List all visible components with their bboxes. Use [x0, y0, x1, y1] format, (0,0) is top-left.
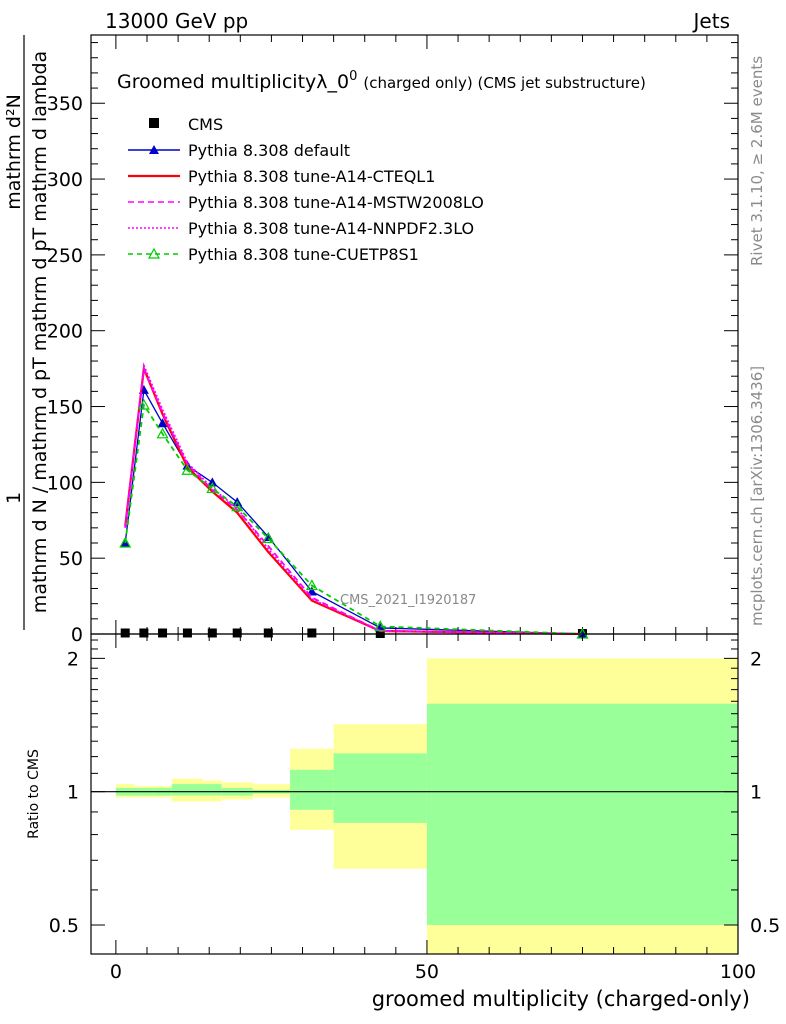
side-rivet-label: Rivet 3.1.10, ≥ 2.6M events: [748, 56, 766, 266]
cms-data-point: [307, 628, 317, 638]
cms-data-point: [120, 628, 130, 638]
legend-label-2: Pythia 8.308 tune-A14-CTEQL1: [188, 167, 435, 186]
ratio-band-inner-9: [426, 703, 738, 925]
y-tick-label: 100: [47, 472, 83, 494]
chart-title-main: Groomed multiplicityλ_0: [117, 71, 349, 93]
ratio-band-inner-8: [333, 753, 427, 823]
ratio-y-tick-label: 1: [67, 782, 79, 804]
legend-label-5: Pythia 8.308 tune-CUETP8S1: [188, 245, 419, 264]
main-panel-ticks: 0 50 100 150 200 250 300 350: [47, 35, 739, 646]
watermark: CMS_2021_I1920187: [340, 593, 476, 608]
series-line-1: [124, 387, 583, 635]
legend-label-1: Pythia 8.308 default: [188, 141, 350, 160]
y-tick-label: 250: [47, 245, 83, 267]
marker-triangle: [207, 477, 218, 487]
y-tick-label: 150: [47, 397, 83, 419]
ratio-y-tick-label: 2: [67, 648, 79, 670]
x-axis-title: groomed multiplicity (charged-only): [372, 987, 750, 1011]
marker-open-triangle: [305, 579, 318, 591]
legend: CMS Pythia 8.308 default Pythia 8.308 tune…: [128, 115, 484, 264]
x-tick-label: 50: [415, 961, 439, 983]
cms-data-point: [139, 628, 149, 638]
ratio-y-tick-label: 0.5: [49, 915, 79, 937]
ratio-band-inner-7: [290, 769, 334, 810]
marker-open-triangle: [147, 247, 161, 259]
marker-open-triangle: [181, 463, 194, 475]
marker-open-triangle: [374, 620, 387, 632]
y-tick-label: 0: [71, 624, 83, 646]
chart-title: Groomed multiplicityλ_00 (charged only) (…: [117, 69, 646, 93]
y-tick-label: 300: [47, 169, 83, 191]
cms-data-point: [158, 628, 168, 638]
cms-data-point: [207, 628, 217, 638]
ratio-band-inner-4: [202, 784, 222, 796]
ratio-panel-frame: [90, 633, 739, 955]
x-tick-label: 0: [110, 961, 122, 983]
marker-open-triangle: [156, 427, 169, 439]
y-axis-title: 1 mathrm d²N mathrm d N / mathrm d pT ma…: [3, 35, 51, 630]
ratio-y-tick-label-right: 2: [750, 648, 762, 670]
chart-title-sup: 0: [349, 69, 357, 84]
legend-label-0: CMS: [188, 115, 223, 134]
cms-data-point: [263, 628, 273, 638]
x-tick-label: 100: [720, 961, 756, 983]
marker-open-triangle: [206, 482, 219, 494]
marker-open-triangle: [262, 532, 275, 544]
marker-open-triangle: [137, 398, 150, 410]
ratio-panel-ticks: 0.5 0.5 1 1 2 2 0 50 100: [49, 634, 780, 983]
cms-data-point: [182, 628, 192, 638]
marker-open-triangle: [119, 536, 132, 548]
chart-title-suffix: (charged only) (CMS jet substructure): [363, 74, 645, 92]
y-tick-label: 50: [59, 548, 83, 570]
series-line-5: [124, 402, 583, 635]
legend-label-3: Pythia 8.308 tune-A14-MSTW2008LO: [188, 193, 484, 212]
series-line-3: [124, 365, 583, 635]
cms-data-point: [232, 628, 242, 638]
ratio-y-tick-label-right: 0.5: [750, 915, 780, 937]
ratio-band-inner-3: [171, 784, 203, 796]
ratio-panel-data: [91, 658, 738, 954]
ylabel-numerator: mathrm d²N: [3, 94, 25, 210]
ratio-y-tick-label-right: 1: [750, 782, 762, 804]
ylabel-denominator: mathrm d N / mathrm d pT mathrm d pT mat…: [29, 51, 51, 613]
ylabel-prefix: 1: [3, 492, 25, 504]
header-right: Jets: [692, 9, 730, 33]
side-mcplots-label: mcplots.cern.ch [arXiv:1306.3436]: [748, 366, 766, 626]
marker-open-triangle: [231, 500, 244, 512]
header-left: 13000 GeV pp: [105, 9, 248, 33]
y-tick-label: 350: [47, 93, 83, 115]
marker-triangle: [149, 145, 159, 154]
y-tick-label: 200: [47, 321, 83, 343]
ratio-ylabel: Ratio to CMS: [26, 749, 42, 839]
series-line-4: [124, 362, 583, 635]
marker-triangle: [157, 418, 168, 428]
legend-marker-cms: [149, 118, 159, 128]
legend-label-4: Pythia 8.308 tune-A14-NNPDF2.3LO: [188, 219, 474, 238]
